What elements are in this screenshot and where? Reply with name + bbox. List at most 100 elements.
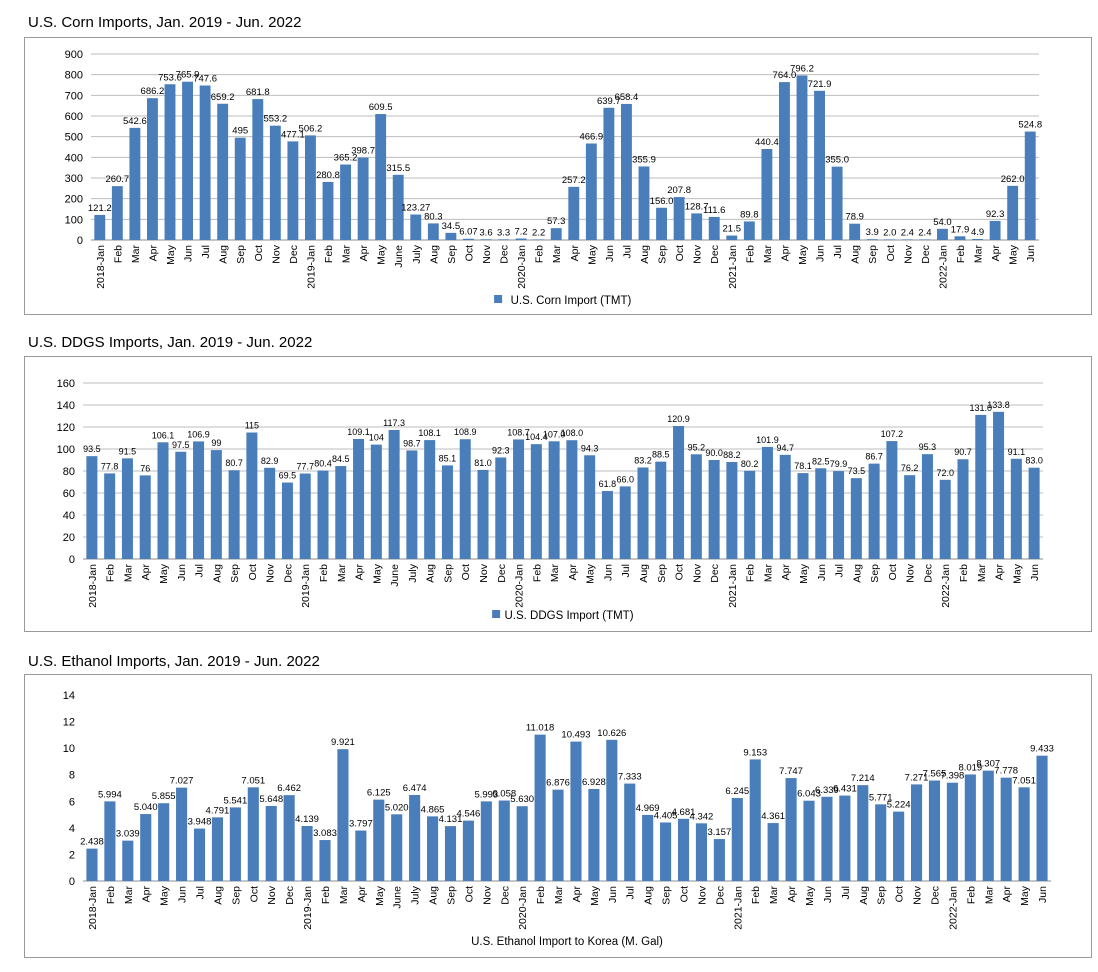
ddgs-data-label: 104	[369, 433, 384, 443]
ethanol-x-tick-label: 2020-Jan	[517, 886, 529, 930]
corn-x-tick-label: 2020-Jan	[516, 245, 528, 289]
corn-data-label: 747.6	[193, 73, 217, 84]
ethanol-bar	[104, 801, 116, 881]
ethanol-data-label: 4.791	[206, 805, 230, 816]
ethanol-bar	[606, 739, 618, 881]
ddgs-chart-panel: 0 20 40 60 80 100 120 140 160 93.5 2018-Jan 77.8 Feb…	[24, 356, 1092, 632]
ethanol-data-label: 3.039	[116, 829, 140, 840]
corn-bar	[357, 157, 369, 240]
corn-x-tick-label: June	[393, 245, 405, 268]
ddgs-bar	[193, 441, 205, 559]
corn-x-tick-label: Aug	[428, 245, 440, 264]
ethanol-data-label: 7.271	[905, 772, 929, 783]
corn-data-label: 764.0	[773, 70, 797, 81]
ethanol-x-tick-label: July	[410, 885, 422, 904]
ddgs-x-tick-label: Feb	[318, 564, 330, 582]
ethanol-bar	[355, 830, 367, 881]
corn-data-label: 658.4	[615, 92, 639, 103]
ddgs-data-label: 85.1	[439, 453, 457, 463]
corn-data-label: 355.9	[632, 154, 656, 165]
ethanol-x-tick-label: Sep	[230, 886, 242, 905]
ethanol-y-tick-label: 12	[63, 717, 75, 729]
ethanol-data-label: 6.876	[546, 778, 570, 789]
corn-x-tick-label: Feb	[744, 245, 756, 263]
ethanol-data-label: 3.083	[313, 828, 337, 839]
ddgs-data-label: 76.2	[901, 463, 919, 473]
corn-data-label: 92.3	[986, 209, 1005, 220]
ethanol-y-tick-label: 2	[69, 849, 75, 861]
corn-x-tick-label: Nov	[902, 244, 914, 263]
ddgs-data-label: 92.3	[492, 445, 510, 455]
corn-x-tick-label: Sep	[657, 245, 669, 264]
ethanol-data-label: 5.648	[259, 794, 283, 805]
ddgs-x-tick-label: Dec	[709, 564, 721, 583]
ddgs-bar	[637, 467, 649, 559]
ethanol-x-tick-label: Aug	[212, 886, 224, 905]
ddgs-y-tick-label: 20	[63, 532, 75, 544]
ddgs-bar	[104, 473, 116, 559]
ddgs-x-tick-label: May	[158, 563, 170, 584]
corn-data-label: 280.8	[316, 170, 340, 181]
ddgs-x-tick-label: May	[798, 563, 810, 584]
ethanol-data-label: 5.993	[474, 789, 498, 800]
ddgs-x-tick-label: 2021-Jan	[727, 564, 739, 608]
ethanol-x-tick-label: Oct	[679, 886, 691, 902]
ethanol-bar	[373, 799, 385, 881]
ethanol-bar	[516, 806, 528, 881]
ethanol-bar	[552, 789, 564, 881]
ddgs-bar	[121, 458, 133, 559]
corn-x-tick-label: Jun	[604, 245, 616, 262]
ddgs-bar	[744, 470, 756, 559]
ethanol-data-label: 5.771	[869, 792, 893, 803]
ddgs-data-label: 95.3	[919, 442, 937, 452]
ethanol-bar	[588, 788, 600, 881]
ddgs-bar	[548, 441, 560, 559]
ethanol-bar	[910, 784, 923, 881]
corn-data-label: 21.5	[723, 224, 742, 235]
ddgs-bar	[655, 461, 667, 559]
corn-x-tick-label: Apr	[569, 245, 581, 262]
corn-bar	[515, 238, 527, 240]
corn-x-tick-label: Apr	[147, 245, 159, 262]
ddgs-x-tick-label: Mar	[336, 564, 348, 583]
ddgs-bar	[86, 456, 98, 559]
ethanol-y-tick-label: 8	[69, 770, 75, 782]
ethanol-bar	[893, 811, 905, 881]
corn-bar	[656, 207, 667, 240]
ethanol-legend-label: U.S. Ethanol Import to Korea (M. Gal)	[471, 936, 663, 948]
ddgs-bar	[370, 444, 382, 559]
ddgs-data-label: 78.1	[794, 461, 812, 471]
ethanol-data-label: 7.398	[941, 771, 965, 782]
ethanol-bar	[140, 814, 152, 881]
ddgs-data-label: 77.8	[101, 461, 119, 471]
ddgs-x-tick-label: Feb	[745, 564, 757, 582]
ddgs-y-tick-label: 60	[63, 488, 75, 500]
ethanol-data-label: 6.474	[403, 783, 427, 794]
ethanol-y-tick-label: 10	[63, 743, 75, 755]
ethanol-bar	[534, 734, 546, 881]
ethanol-bar	[193, 828, 206, 881]
corn-x-tick-label: May	[797, 244, 809, 265]
ethanol-data-label: 4.139	[295, 814, 319, 825]
corn-data-label: 440.4	[755, 137, 779, 148]
ethanol-data-label: 5.020	[385, 802, 409, 813]
ddgs-x-tick-label: Sep	[656, 564, 668, 583]
ethanol-x-tick-label: June	[392, 886, 404, 909]
corn-bar	[234, 137, 246, 240]
ddgs-x-tick-label: 2019-Jan	[300, 564, 312, 608]
corn-x-tick-label: Sep	[235, 245, 247, 264]
ddgs-data-label: 94.3	[581, 443, 599, 453]
ethanol-data-label: 6.928	[582, 777, 606, 788]
corn-data-label: 524.8	[1018, 120, 1042, 131]
ddgs-data-label: 73.5	[848, 466, 866, 476]
ddgs-bar	[797, 473, 809, 559]
corn-data-label: 315.5	[386, 163, 410, 174]
ethanol-bar	[875, 804, 887, 881]
corn-bar	[252, 99, 264, 240]
ethanol-x-tick-label: Apr	[356, 886, 368, 903]
ddgs-x-tick-label: Aug	[851, 564, 863, 583]
ddgs-x-tick-label: June	[389, 564, 401, 587]
corn-bar	[1024, 131, 1036, 240]
corn-bar	[691, 213, 703, 240]
corn-legend-label: U.S. Corn Import (TMT)	[511, 295, 632, 307]
